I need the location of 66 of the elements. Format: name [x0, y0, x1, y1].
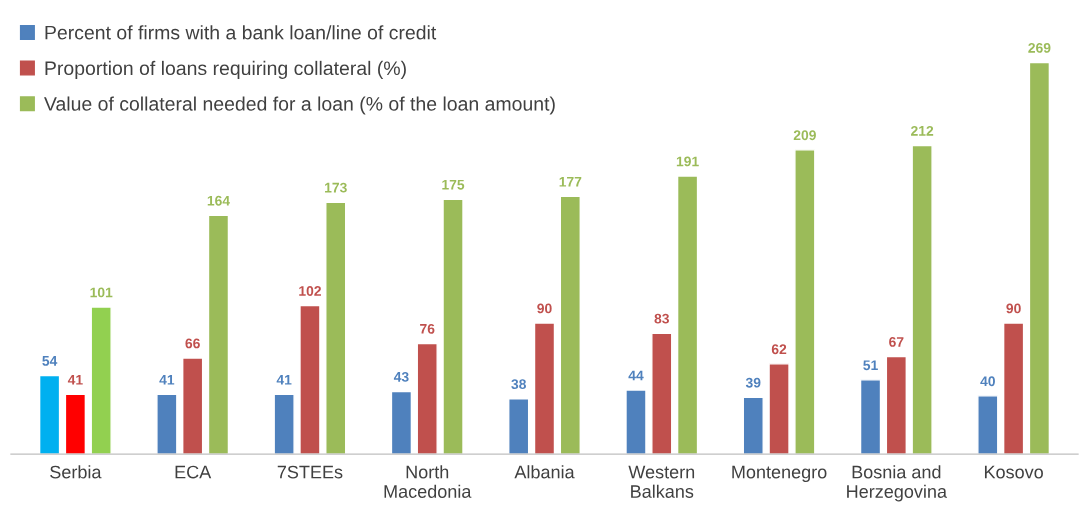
data-label: 51 — [863, 360, 878, 371]
x-tick-label: Western Balkans — [628, 465, 695, 498]
data-label: 83 — [654, 313, 669, 324]
x-tick-label: Serbia — [50, 465, 102, 479]
bar — [533, 322, 556, 455]
legend-label: Proportion of loans requiring collateral (%) — [45, 60, 406, 79]
x-tick-label: Albania — [514, 465, 575, 479]
bar — [859, 379, 882, 455]
data-label: 62 — [771, 344, 787, 355]
data-label: 67 — [889, 337, 904, 347]
x-tick-label: Kosovo — [984, 465, 1043, 479]
data-label: 175 — [442, 179, 465, 190]
data-label: 212 — [911, 125, 934, 136]
bar — [90, 306, 112, 455]
x-tick-label: Bosnia and Herzegovina — [847, 465, 948, 502]
data-label: 209 — [793, 130, 816, 141]
bar — [299, 304, 321, 455]
bar — [182, 357, 204, 455]
data-label: 44 — [628, 370, 644, 381]
bar — [911, 144, 933, 455]
bar — [1028, 61, 1051, 455]
bar — [38, 374, 61, 455]
data-label: 102 — [299, 286, 321, 296]
bar — [416, 342, 438, 455]
bar — [559, 195, 581, 455]
data-label: 177 — [559, 177, 582, 187]
bar — [442, 198, 464, 455]
bar — [885, 355, 907, 455]
bar — [325, 201, 347, 455]
legend-label: Value of collateral needed for a loan (% of the loan amount) — [44, 96, 555, 115]
bar — [508, 398, 530, 455]
bar — [207, 214, 230, 455]
bar — [273, 393, 295, 455]
bar — [794, 149, 816, 455]
bar — [625, 389, 647, 455]
data-label: 76 — [420, 323, 435, 334]
x-tick-label: ECA — [175, 465, 212, 479]
bar — [742, 396, 764, 455]
data-label: 90 — [537, 303, 552, 314]
data-label: 173 — [325, 182, 347, 193]
data-label: 41 — [67, 375, 83, 385]
data-label: 43 — [393, 371, 409, 382]
x-tick-label: 7STEEs — [277, 465, 343, 479]
legend-label: Percent of firms with a bank loan/line of credit — [45, 25, 437, 40]
bar — [156, 393, 178, 455]
bar — [1002, 322, 1025, 455]
bar — [390, 390, 413, 455]
x-tick-label: Montenegro — [732, 465, 827, 483]
data-label: 66 — [185, 338, 200, 349]
data-label: 164 — [207, 195, 230, 206]
data-label: 39 — [745, 377, 761, 388]
data-label: 41 — [159, 375, 175, 385]
data-label: 269 — [1028, 42, 1051, 53]
bar — [651, 332, 673, 455]
bar — [676, 175, 699, 455]
data-label: 90 — [1006, 303, 1021, 314]
data-label: 54 — [42, 356, 58, 366]
bar — [768, 363, 790, 455]
data-label: 101 — [90, 287, 113, 298]
data-label: 40 — [980, 376, 995, 387]
data-label: 41 — [276, 375, 292, 385]
data-label: 191 — [676, 156, 699, 167]
bar — [64, 393, 87, 455]
data-label: 38 — [511, 379, 526, 390]
bar — [977, 395, 999, 455]
x-tick-label: North Macedonia — [384, 465, 472, 498]
